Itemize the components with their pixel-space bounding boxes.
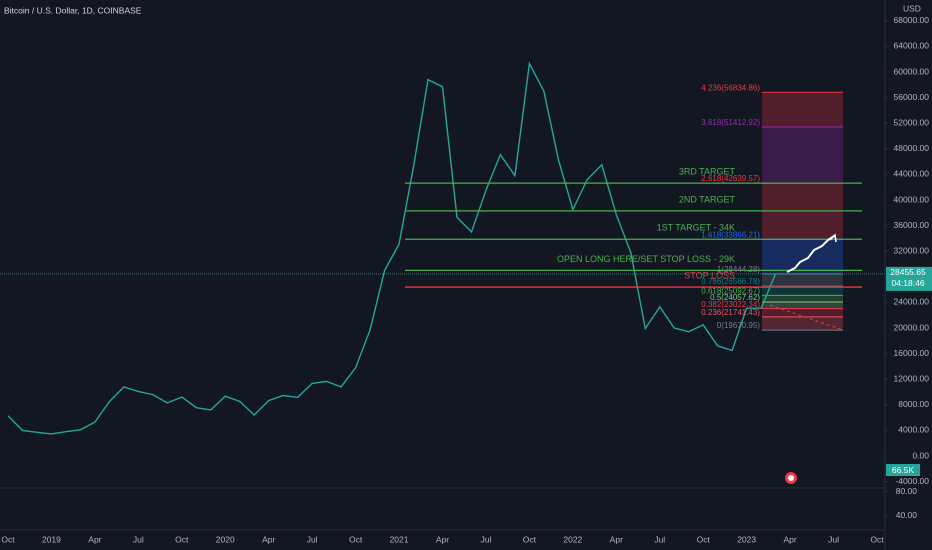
fib-level-label: 0(19670.95) (717, 321, 760, 330)
x-tick-label: 2021 (390, 534, 409, 544)
y-tick-label: 4000.00 (898, 425, 929, 435)
projection-arrow (786, 235, 835, 273)
fib-level-label: 1(28444.28) (717, 265, 760, 274)
fib-level-label: 0.5(24057.62) (710, 293, 760, 302)
fib-level-label: 0.618(25092.67) (701, 287, 760, 296)
x-tick-label: Oct (349, 534, 363, 544)
volume-label: 66.5K (892, 465, 915, 475)
x-tick-label: Apr (610, 534, 623, 544)
fib-level-label: 1.618(33866.21) (701, 230, 760, 239)
x-tick-label: 2023 (737, 534, 756, 544)
target-label: 2ND TARGET (679, 194, 736, 204)
x-tick-label: Oct (175, 534, 189, 544)
y-tick-label: 32000.00 (894, 245, 930, 255)
fib-level-label: 2.618(42639.57) (701, 174, 760, 183)
fib-level-label: 0.382(23022.34) (701, 300, 760, 309)
y-tick-label: 48000.00 (894, 143, 930, 153)
x-tick-label: Oct (1, 534, 15, 544)
fib-band (762, 92, 843, 127)
fib-level-label: 0.786(26566.78) (701, 277, 760, 286)
fib-band (762, 285, 843, 296)
fib-band (762, 126, 843, 184)
x-tick-label: 2019 (42, 534, 61, 544)
target-label: 1ST TARGET - 34K (657, 223, 735, 233)
x-tick-label: 2022 (563, 534, 582, 544)
fib-band (762, 273, 843, 286)
target-label: OPEN LONG HERE/SET STOP LOSS - 29K (557, 254, 735, 264)
projection-arrow-head (829, 233, 837, 243)
currency: USD (903, 3, 921, 13)
x-tick-label: Jul (828, 534, 839, 544)
x-tick-label: Jul (481, 534, 492, 544)
target-label: 3RD TARGET (679, 166, 736, 176)
x-tick-label: Jul (307, 534, 318, 544)
y-tick-label: 52000.00 (894, 117, 930, 127)
chart-title: Bitcoin / U.S. Dollar, 1D, COINBASE (4, 5, 142, 15)
y-tick-label: 20000.00 (894, 322, 930, 332)
volume-tick-label: 80.00 (896, 486, 918, 496)
y-tick-label: 8000.00 (898, 399, 929, 409)
y-tick-label: 56000.00 (894, 92, 930, 102)
logo-inner (788, 475, 794, 481)
y-tick-label: 0.00 (912, 450, 929, 460)
x-tick-label: Oct (697, 534, 711, 544)
x-tick-label: Apr (262, 534, 275, 544)
x-tick-label: Oct (523, 534, 537, 544)
x-tick-label: Apr (88, 534, 101, 544)
y-tick-label: 64000.00 (894, 41, 930, 51)
fib-band (762, 302, 843, 309)
fib-band (762, 239, 843, 274)
fib-band (762, 308, 843, 317)
y-tick-label: 40000.00 (894, 194, 930, 204)
x-tick-label: Apr (783, 534, 796, 544)
fib-band (762, 316, 843, 331)
y-tick-label: 12000.00 (894, 373, 930, 383)
x-tick-label: Apr (436, 534, 449, 544)
y-tick-label: -4000.00 (895, 476, 929, 486)
y-tick-label: 24000.00 (894, 297, 930, 307)
x-tick-label: 2020 (216, 534, 235, 544)
fib-level-label: 3.618(51412.92) (701, 118, 760, 127)
x-tick-label: Jul (654, 534, 665, 544)
volume-tick-label: 40.00 (896, 510, 918, 520)
countdown: 04:18:46 (891, 278, 924, 288)
fib-level-label: 0.236(21741.43) (701, 308, 760, 317)
target-label: STOP LOSS (684, 270, 735, 280)
price-line (7, 61, 777, 435)
trend-dashed-line (769, 304, 844, 331)
price-label: 28455.65 (890, 267, 926, 277)
plot (7, 61, 862, 435)
y-tick-label: 16000.00 (894, 348, 930, 358)
x-tick-label: Oct (870, 534, 884, 544)
volume-label-box (886, 464, 920, 476)
fib-level-label: 4.236(56834.86) (701, 83, 760, 92)
y-tick-label: 68000.00 (894, 15, 930, 25)
price-label-box (886, 266, 932, 291)
x-tick-label: Jul (133, 534, 144, 544)
y-tick-label: 60000.00 (894, 66, 930, 76)
y-tick-label: 44000.00 (894, 169, 930, 179)
fib-band (762, 295, 843, 303)
y-tick-label: 36000.00 (894, 220, 930, 230)
